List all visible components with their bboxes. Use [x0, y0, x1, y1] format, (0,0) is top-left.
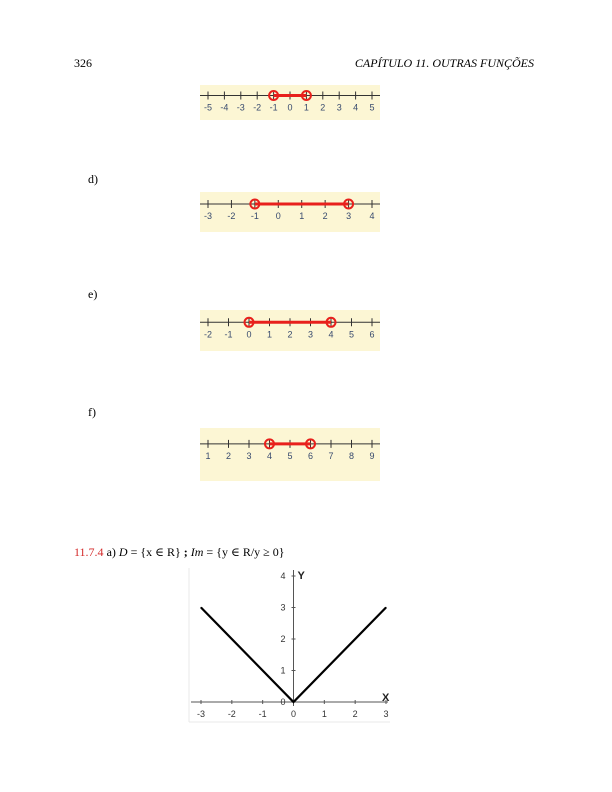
number-line-panel	[200, 428, 380, 481]
number-line-tick-label: 1	[205, 451, 210, 461]
x-tick-label: -3	[197, 709, 205, 719]
number-line-d: ‑3 ‑2 ‑1 0 1 2 3 4	[200, 192, 380, 232]
interval-end-open-circle	[305, 438, 316, 450]
number-line-tick-label: ‑2	[253, 103, 261, 113]
exercise-number: 11.7.4	[74, 545, 104, 559]
x-tick-label: -1	[259, 709, 267, 719]
number-line-panel	[200, 85, 380, 120]
x-axis-label: X	[382, 692, 390, 704]
number-line-tick-label: ‑1	[270, 103, 278, 113]
number-line-tick-label: 5	[287, 451, 292, 461]
x-tick-label: 0	[291, 709, 296, 719]
number-line-tick-label: 3	[246, 451, 251, 461]
number-line-tick-label: 0	[246, 329, 251, 339]
interval-end-open-circle	[300, 90, 312, 101]
number-line-tick-label: 3	[308, 329, 313, 339]
number-line-tick-label: ‑2	[227, 211, 235, 221]
domain-symbol: D	[118, 545, 128, 559]
number-line-tick-label: ‑1	[251, 211, 259, 221]
number-line-tick-label: 2	[287, 329, 292, 339]
number-line-tick-label: ‑2	[204, 329, 212, 339]
number-line-f: 1 2 3 4 5 6 7 8 9	[200, 428, 380, 481]
number-line-tick-label: 4	[267, 451, 272, 461]
domain-set: = {x ∈ R}	[130, 545, 181, 559]
item-label-d: d)	[88, 172, 98, 186]
y-tick-label: 0	[280, 697, 285, 707]
data-point	[200, 606, 202, 609]
x-tick-label: -2	[228, 709, 236, 719]
number-line-tick-label: 0	[287, 103, 292, 113]
number-line-tick-label: 1	[299, 211, 304, 221]
data-point	[385, 606, 387, 609]
exercise-statement: 11.7.4 a) D = {x ∈ R} ; Im = {y ∈ R/y ≥ …	[74, 545, 285, 560]
item-label-e: e)	[88, 287, 98, 301]
number-line-tick-label: 2	[320, 103, 325, 113]
number-line-tick-label: 1	[304, 103, 309, 113]
image-set: = {y ∈ R/y ≥ 0}	[206, 545, 285, 559]
number-line-tick-label: 8	[349, 451, 354, 461]
number-line-tick-label: 3	[346, 211, 351, 221]
y-axis-label: Y	[298, 570, 306, 582]
number-line-tick-label: 6	[369, 329, 374, 339]
interval-start-open-circle	[264, 438, 275, 450]
number-line-tick-label: ‑3	[237, 103, 245, 113]
number-line-tick-label: ‑4	[220, 103, 228, 113]
number-line-tick-label: 7	[328, 451, 333, 461]
number-line-tick-label: 6	[308, 451, 313, 461]
x-tick-label: 2	[353, 709, 358, 719]
interval-end-open-circle	[325, 316, 337, 328]
abs-value-graph: -3 -2 -1 0 1 2 3 0 1 2 3 4 X Y	[188, 568, 390, 723]
running-title: CAPÍTULO 11. OUTRAS FUNÇÕES	[354, 56, 534, 70]
y-tick-label: 3	[280, 603, 285, 613]
data-point	[292, 701, 295, 703]
interval-end-open-circle	[343, 198, 355, 210]
number-line-tick-label: 0	[276, 211, 281, 221]
number-line-panel	[200, 310, 380, 351]
number-line-tick-label: 5	[349, 329, 354, 339]
number-line-tick-label: 4	[353, 103, 358, 113]
x-tick-label: 3	[383, 709, 388, 719]
number-line-tick-label: 5	[369, 103, 374, 113]
separator: ;	[180, 545, 191, 559]
number-line-tick-label: 3	[337, 103, 342, 113]
number-line-tick-label: 4	[369, 211, 374, 221]
number-line-tick-label: 9	[369, 451, 374, 461]
number-line-tick-label: 1	[267, 329, 272, 339]
number-line-tick-label: ‑1	[224, 329, 232, 339]
number-line-c: ‑5 ‑4 ‑3 ‑2 ‑1 0 1 2 3 4 5	[200, 85, 380, 120]
number-line-tick-label: ‑5	[204, 103, 212, 113]
interval-start-open-circle	[268, 90, 280, 101]
number-line-tick-label: 2	[226, 451, 231, 461]
image-symbol: Im	[190, 545, 204, 559]
number-line-panel	[200, 192, 380, 232]
number-line-e: ‑2 ‑1 0 1 2 3 4 5 6	[200, 310, 380, 351]
x-tick-label: 1	[322, 709, 327, 719]
number-line-tick-label: ‑3	[204, 211, 212, 221]
number-line-tick-label: 4	[328, 329, 333, 339]
number-line-tick-label: 2	[323, 211, 328, 221]
exercise-part: a)	[106, 545, 116, 559]
interval-start-open-circle	[243, 316, 255, 328]
item-label-f: f)	[88, 405, 96, 419]
interval-start-open-circle	[249, 198, 261, 210]
page-number: 326	[74, 56, 92, 70]
y-tick-label: 1	[280, 666, 285, 676]
y-tick-label: 2	[280, 634, 285, 644]
y-tick-label: 4	[280, 571, 285, 581]
